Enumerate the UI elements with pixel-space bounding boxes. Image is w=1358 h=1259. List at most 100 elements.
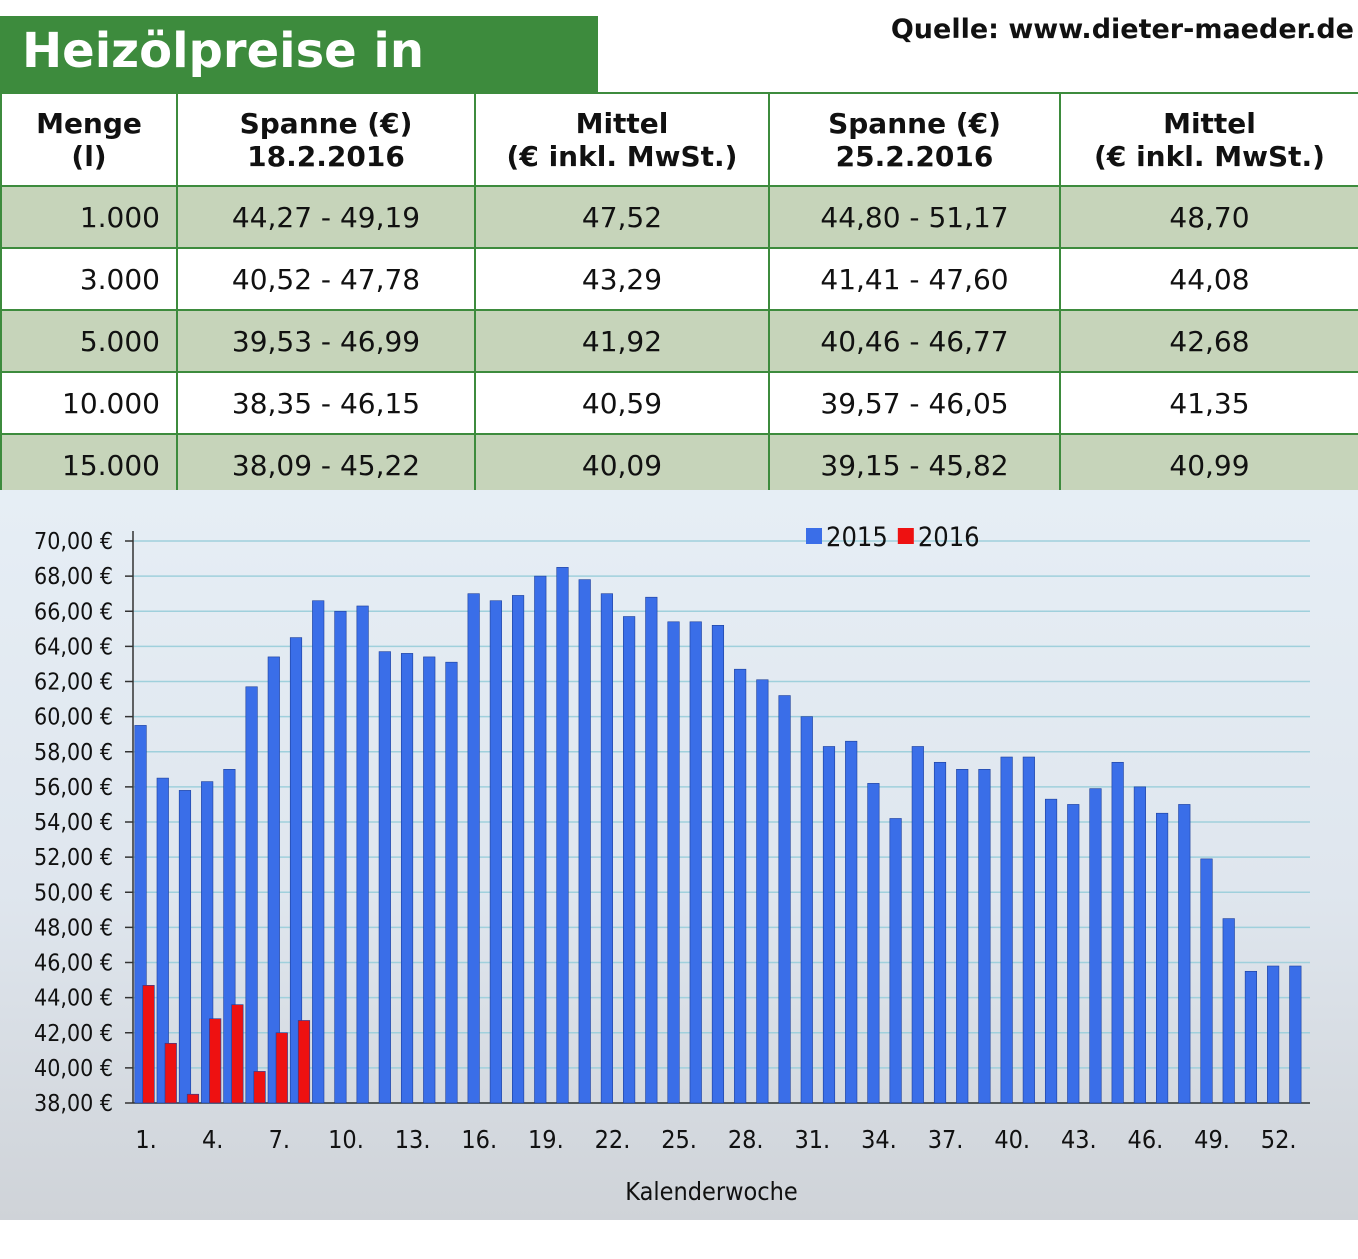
table-cell: 39,15 - 45,82 [768,433,1061,497]
bar [667,621,680,1104]
x-tick-label: 43. [1061,1125,1097,1154]
y-tick-label: 48,00 € [34,915,113,941]
price-table: Menge (l) Spanne (€) 18.2.2016 Mittel (€ i… [0,92,1358,497]
table-cell: 47,52 [474,185,770,249]
y-tick-label: 50,00 € [34,880,113,906]
x-axis-label: Kalenderwoche [625,1177,797,1206]
table-cell: 40,59 [474,371,770,435]
bar [1289,965,1302,1104]
title: Heizölpreise in Berlin [0,16,598,149]
table-cell: 3.000 [0,247,178,311]
bar [209,1018,222,1104]
bar [556,567,569,1104]
bar [911,746,924,1104]
bar [534,575,547,1104]
bar [223,769,236,1104]
bar [600,593,613,1104]
bar [445,661,458,1104]
x-tick-label: 49. [1194,1125,1230,1154]
column-header: Mittel (€ inkl. MwSt.) [474,92,770,187]
bar [423,656,436,1104]
x-tick-label: 4. [202,1125,223,1154]
x-tick-label: 40. [994,1125,1030,1154]
bar [512,595,525,1104]
y-tick-label: 42,00 € [34,1021,113,1047]
legend-swatch [806,528,822,544]
y-tick-label: 62,00 € [34,670,113,696]
bar [933,761,947,1104]
x-tick-label: 37. [928,1125,964,1154]
y-tick-label: 54,00 € [34,810,113,836]
bar [186,1093,200,1104]
y-tick-label: 58,00 € [34,740,113,766]
table-cell: 5.000 [0,309,178,373]
table-cell: 42,68 [1059,309,1358,373]
table-cell: 10.000 [0,371,178,435]
y-tick-label: 44,00 € [34,986,113,1012]
legend-label: 2016 [918,522,980,553]
bar [245,686,258,1104]
y-tick-label: 38,00 € [34,1091,113,1117]
table-cell: 39,53 - 46,99 [176,309,476,373]
chart: 38,00 € 40,00 € 42,00 € 44,00 € 46,00 € 48,00… [0,490,1358,1220]
table-cell: 40,99 [1059,433,1358,497]
table-cell: 41,92 [474,309,770,373]
table-cell: 48,70 [1059,185,1358,249]
bar [178,790,192,1104]
bar [275,1032,288,1104]
bar [578,579,591,1104]
bar [1178,804,1191,1104]
bar [334,610,347,1104]
x-tick-label: 7. [269,1125,290,1154]
bar [289,637,303,1104]
header-row: Menge (l) Spanne (€) 18.2.2016 Mittel (€ i… [0,92,1358,187]
table-cell: 1.000 [0,185,178,249]
table-cell: 40,09 [474,433,770,497]
bar [356,605,369,1104]
bar [756,679,769,1104]
table-row: 1.000 44,27 - 49,19 47,52 44,80 - 51,17 48,7… [0,185,1358,249]
y-tick-label: 60,00 € [34,705,113,731]
table-cell: 44,08 [1059,247,1358,311]
x-tick-label: 16. [461,1125,497,1154]
bar [1244,970,1258,1104]
bar [1200,858,1213,1104]
table-cell: 38,09 - 45,22 [176,433,476,497]
bar [1089,788,1102,1104]
source: Quelle: www.dieter-maeder.de [890,14,1354,45]
table-cell: 44,27 - 49,19 [176,185,476,249]
bar [489,600,502,1104]
legend-swatch [897,528,914,544]
y-tick-label: 56,00 € [34,775,113,801]
table-cell: 41,41 - 47,60 [768,247,1061,311]
bar [142,985,155,1104]
x-tick-label: 25. [661,1125,697,1154]
y-tick-label: 64,00 € [34,634,113,660]
table-cell: 38,35 - 46,15 [176,371,476,435]
column-header: Mittel (€ inkl. MwSt.) [1059,92,1358,187]
bar [689,621,702,1104]
y-tick-label: 40,00 € [34,1056,113,1082]
legend-label: 2015 [826,522,888,553]
bar [978,769,991,1104]
table-cell: 41,35 [1059,371,1358,435]
x-tick-label: 10. [328,1125,364,1154]
x-tick-label: 13. [395,1125,431,1154]
table-cell: 40,46 - 46,77 [768,309,1061,373]
bar [1222,918,1235,1104]
x-tick-label: 1. [135,1125,156,1154]
table-cell: 44,80 - 51,17 [768,185,1061,249]
x-tick-label: 46. [1128,1125,1164,1154]
bar [778,695,791,1104]
bar [253,1071,266,1104]
table-cell: 15.000 [0,433,178,497]
x-tick-label: 52. [1261,1125,1297,1154]
bar [623,616,636,1104]
bar [231,1004,244,1104]
x-tick-label: 34. [861,1125,897,1154]
bar [1133,786,1146,1104]
y-tick-label: 46,00 € [34,951,113,977]
bar [156,777,169,1104]
bar [1067,804,1080,1104]
